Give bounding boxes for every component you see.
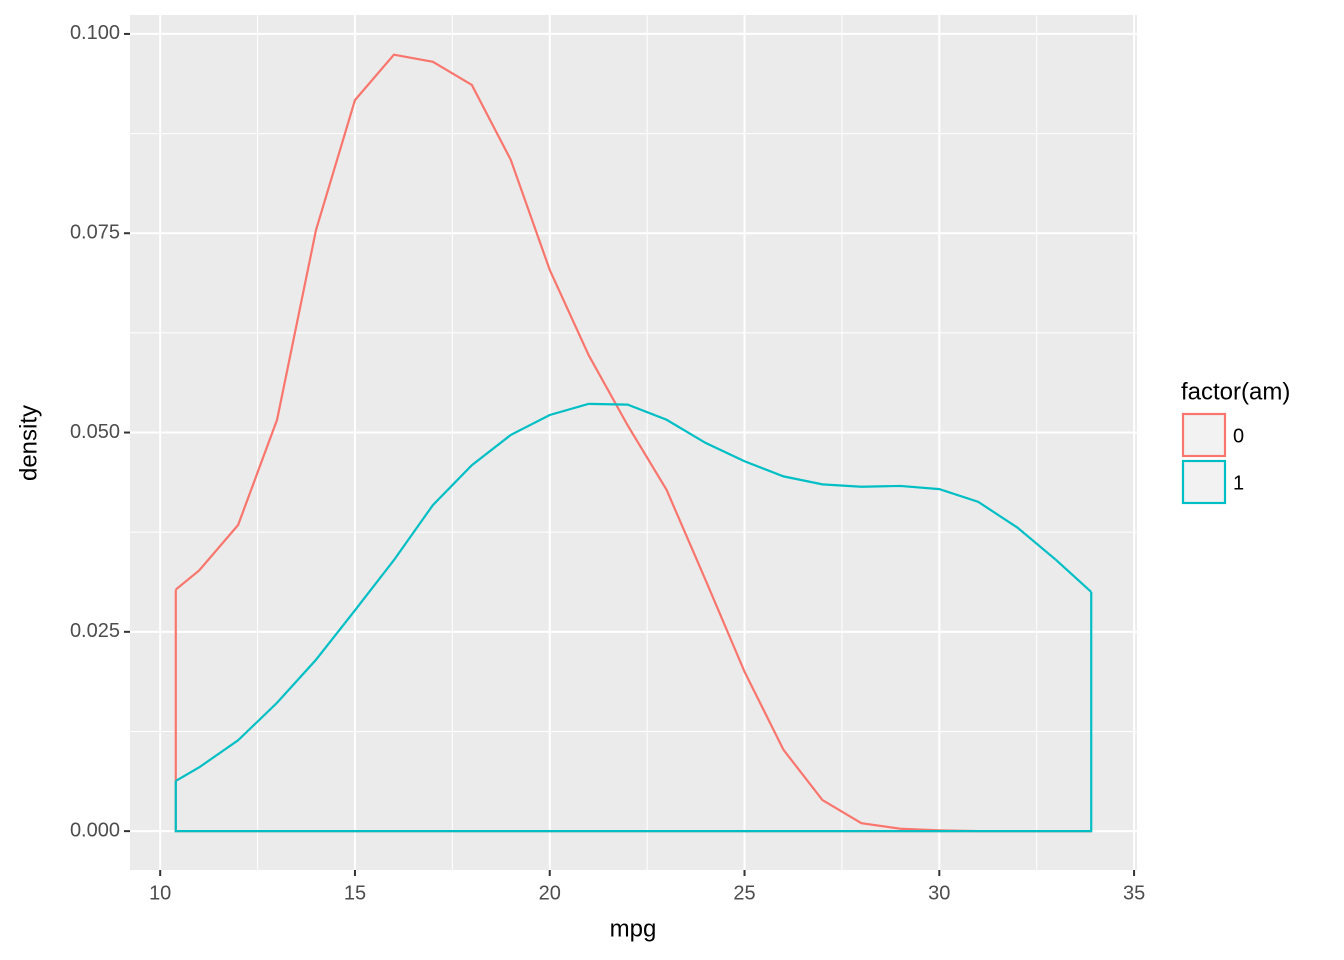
y-tick-label: 0.075 xyxy=(70,222,120,244)
legend-label: 0 xyxy=(1233,425,1244,447)
x-axis-title: mpg xyxy=(610,915,657,942)
y-axis-title: density xyxy=(15,405,42,481)
marks xyxy=(174,53,1093,833)
grid xyxy=(130,15,1137,870)
panel xyxy=(130,15,1137,870)
x-tick-label: 20 xyxy=(539,882,561,904)
y-tick-label: 0.000 xyxy=(70,819,120,841)
x-tick-label: 15 xyxy=(344,882,366,904)
legend-label: 1 xyxy=(1233,472,1244,494)
legend-key xyxy=(1181,412,1227,458)
density-outline xyxy=(174,591,1093,833)
x-tick-label: 25 xyxy=(733,882,755,904)
legend-title: factor(am) xyxy=(1181,378,1290,405)
density-curve xyxy=(175,402,1092,782)
y-tick-label: 0.050 xyxy=(70,421,120,443)
axes: 10 15 20 25 30 35 0.000 0.025 0.050 0.075 0.100 xyxy=(70,22,1145,904)
legend: 01 xyxy=(1181,412,1244,505)
x-tick-label: 30 xyxy=(928,882,950,904)
x-tick-label: 10 xyxy=(149,882,171,904)
legend-key xyxy=(1181,459,1227,505)
x-tick-label: 35 xyxy=(1123,882,1145,904)
y-tick-label: 0.025 xyxy=(70,620,120,642)
y-tick-label: 0.100 xyxy=(70,22,120,44)
